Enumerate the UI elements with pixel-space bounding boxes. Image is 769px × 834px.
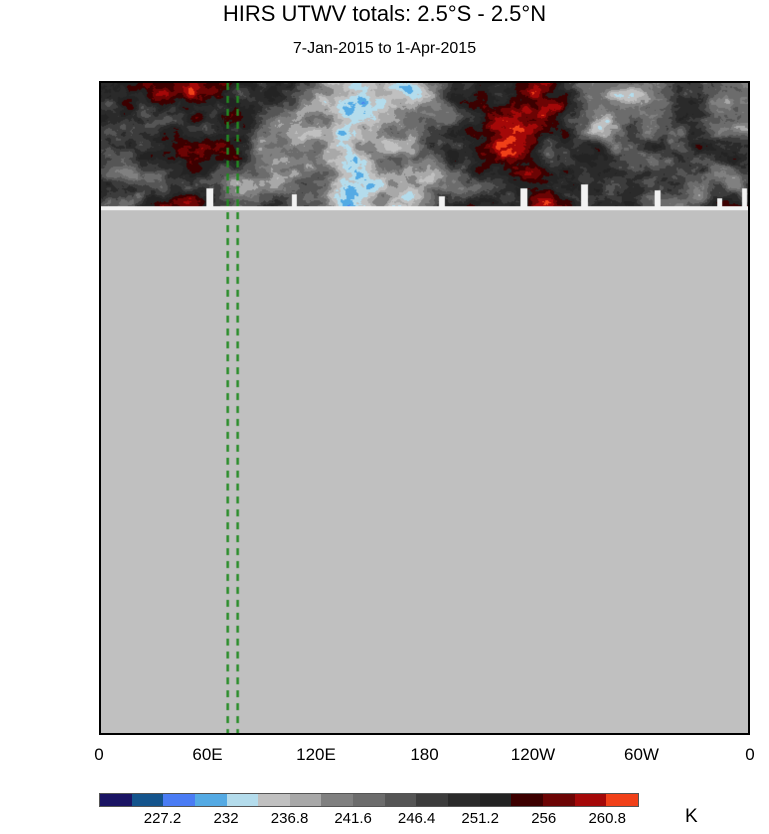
colorbar-segment: [289, 794, 322, 806]
y-axis-minor-tick: [99, 137, 101, 139]
x-axis-tick-label: 180: [410, 745, 439, 764]
x-axis-major-tick: [426, 81, 428, 83]
y-axis-major-tick: [99, 246, 101, 248]
colorbar-tick-label: 232: [213, 810, 239, 827]
y-axis-minor-tick: [99, 682, 101, 684]
colorbar-segment: [606, 794, 638, 806]
colorbar-segment: [574, 794, 607, 806]
colorbar-segment: [479, 794, 512, 806]
colorbar-segment: [384, 794, 417, 806]
y-axis-minor-tick: [99, 464, 101, 466]
colorbar: [99, 793, 639, 807]
y-axis-major-tick: [99, 82, 101, 84]
x-axis-tick-label: 60W: [624, 745, 659, 764]
y-axis-minor-tick: [99, 300, 101, 302]
x-axis-major-tick: [643, 81, 645, 83]
colorbar-segment: [100, 794, 132, 806]
x-axis-major-tick: [209, 81, 211, 83]
colorbar-tick-label: 227.2: [143, 810, 182, 827]
x-axis-tick-label: 120E: [296, 745, 336, 764]
colorbar-segment: [321, 794, 354, 806]
y-axis-minor-tick: [99, 355, 101, 357]
colorbar-segment: [226, 794, 259, 806]
chart-subtitle: 7-Jan-2015 to 1-Apr-2015: [292, 40, 477, 57]
colorbar-tick-label: 236.8: [270, 810, 309, 827]
y-axis-major-tick: [99, 573, 101, 575]
colorbar-segment: [448, 794, 480, 806]
x-axis-minor-tick: [371, 81, 373, 83]
x-axis-minor-tick: [154, 81, 156, 83]
y-axis-minor-tick: [99, 191, 101, 193]
x-axis-minor-tick: [263, 81, 265, 83]
colorbar-tick-label: 251.2: [461, 810, 499, 827]
x-axis-tick-label: 0: [745, 745, 755, 764]
colorbar-tick-label: 241.6: [334, 810, 372, 827]
y-axis-minor-tick: [99, 518, 101, 520]
colorbar-tick-label: 246.4: [397, 810, 436, 827]
colorbar-segment: [353, 794, 385, 806]
x-axis-minor-tick: [588, 81, 590, 83]
colorbar-segment: [416, 794, 449, 806]
x-axis-minor-tick: [697, 81, 699, 83]
data-heatmap: [101, 83, 748, 733]
colorbar-segment: [163, 794, 195, 806]
x-axis-minor-tick: [480, 81, 482, 83]
x-axis-tick-label: 0: [94, 745, 104, 764]
colorbar-segment: [542, 794, 575, 806]
x-axis-tick-label: 120W: [510, 745, 556, 764]
colorbar-unit-label: K: [685, 806, 698, 827]
x-axis-tick-label: 60E: [192, 745, 223, 764]
x-axis-major-tick: [534, 81, 536, 83]
x-axis-major-tick: [317, 81, 319, 83]
colorbar-segment: [511, 794, 543, 806]
colorbar-segment: [194, 794, 227, 806]
colorbar-tick-label: 256: [531, 810, 557, 827]
y-axis-minor-tick: [99, 627, 101, 629]
colorbar-tick-label: 260.8: [588, 810, 627, 827]
y-axis-major-tick: [99, 409, 101, 411]
colorbar-segment: [131, 794, 164, 806]
chart-title: HIRS UTWV totals: 2.5°S - 2.5°N: [222, 1, 547, 26]
plot-area: [99, 81, 750, 735]
colorbar-segment: [258, 794, 290, 806]
